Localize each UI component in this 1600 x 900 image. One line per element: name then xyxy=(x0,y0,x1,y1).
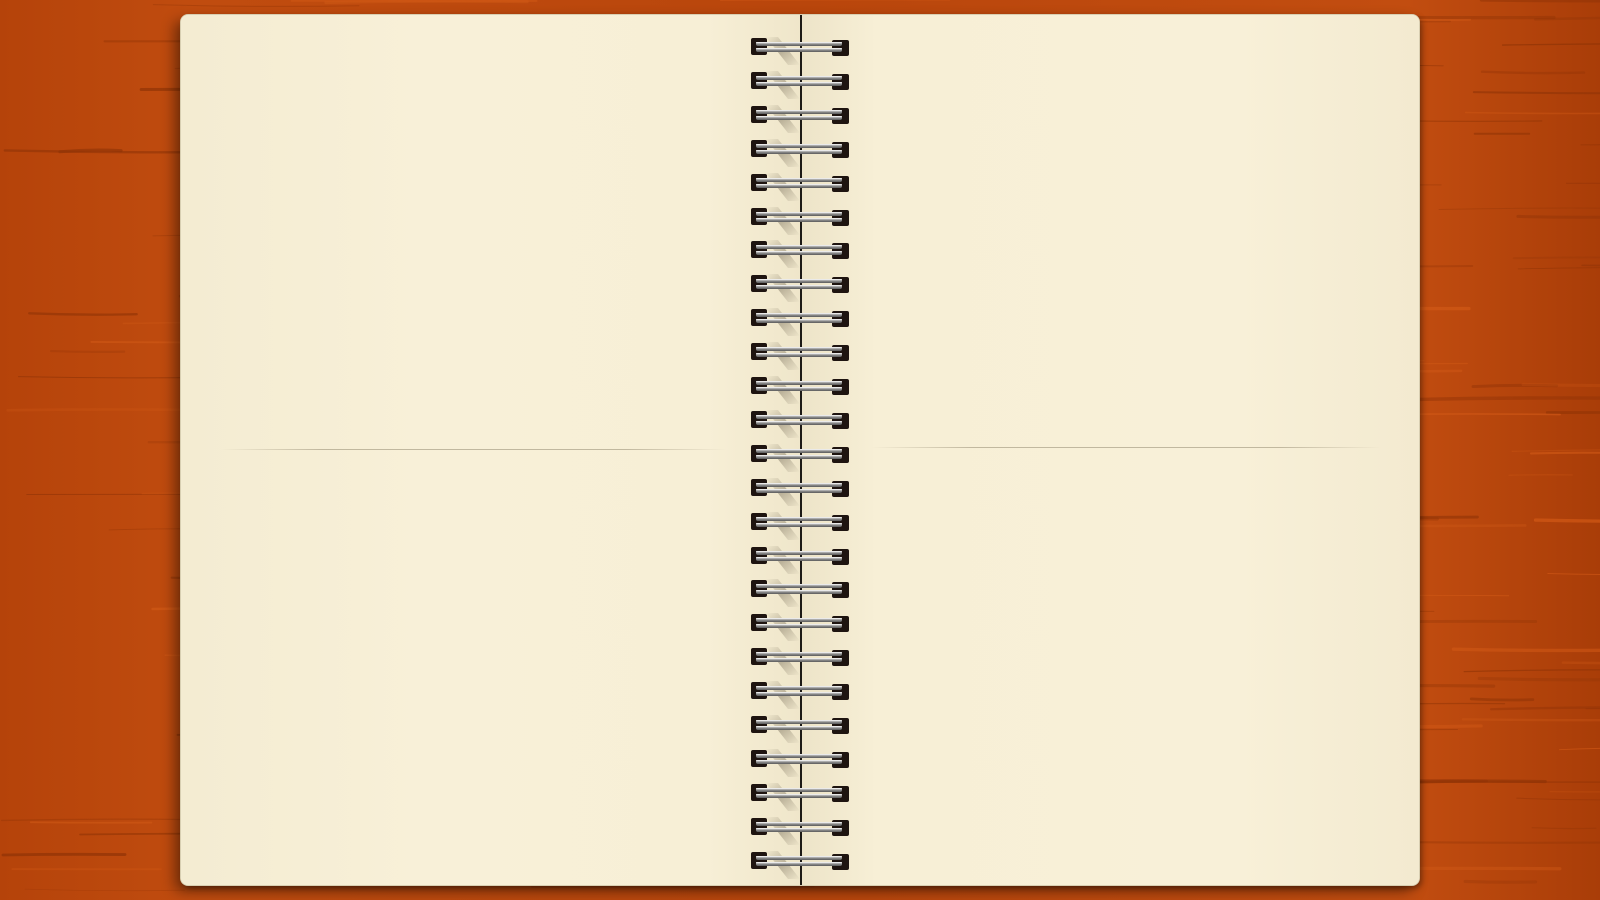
spiral-ring-icon xyxy=(748,540,852,574)
spiral-ring-icon xyxy=(748,201,852,235)
spiral-ring-icon xyxy=(748,811,852,845)
spiral-ring-icon xyxy=(748,370,852,404)
spiral-ring-icon xyxy=(748,99,852,133)
spiral-ring-icon xyxy=(748,167,852,201)
spiral-ring-icon xyxy=(748,268,852,303)
spiral-ring-icon xyxy=(748,438,852,472)
spiral-ring-icon xyxy=(748,675,852,710)
spiral-ring-icon xyxy=(748,743,852,777)
spiral-ring-icon xyxy=(748,65,852,99)
spiral-ring-icon xyxy=(748,506,852,540)
spiral-ring-icon xyxy=(748,404,852,438)
spiral-ring-icon xyxy=(748,607,852,642)
right-page[interactable] xyxy=(802,15,1419,885)
spiral-ring-icon xyxy=(748,336,852,371)
spiral-notebook xyxy=(181,15,1419,885)
right-page-fold-line xyxy=(871,447,1381,448)
left-page[interactable] xyxy=(181,15,801,885)
spiral-ring-icon xyxy=(748,777,852,811)
spiral-ring-icon xyxy=(748,641,852,676)
spiral-ring-icon xyxy=(748,234,852,269)
spiral-ring-icon xyxy=(748,302,852,337)
spiral-binding xyxy=(748,15,852,885)
spiral-ring-icon xyxy=(748,31,852,65)
spiral-ring-icon xyxy=(748,709,852,743)
spiral-ring-icon xyxy=(748,472,852,506)
spiral-ring-icon xyxy=(748,845,852,879)
spiral-ring-icon xyxy=(748,133,852,167)
left-page-fold-line xyxy=(221,449,726,450)
spiral-ring-icon xyxy=(748,573,852,608)
